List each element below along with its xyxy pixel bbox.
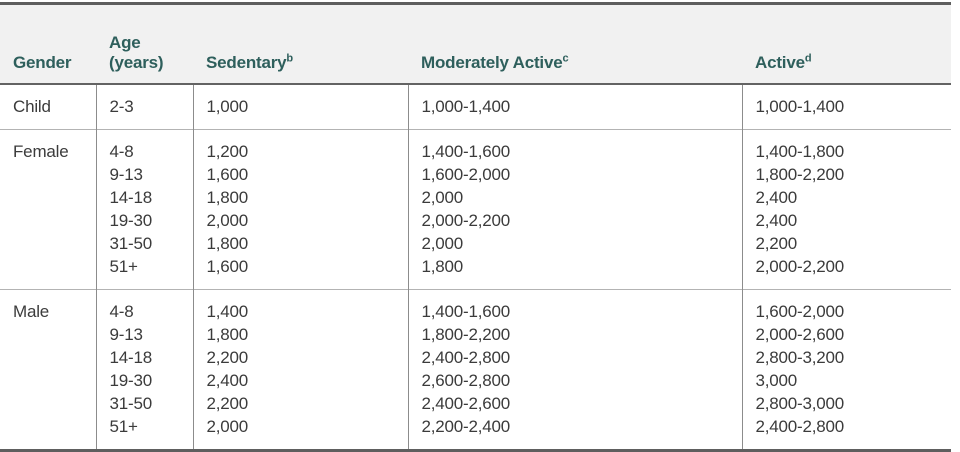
cell-line: 1,600 [206, 165, 249, 184]
cell-line: 9-13 [109, 165, 143, 184]
cell-line: 1,800 [421, 257, 464, 276]
cell-line: 2,000-2,200 [421, 211, 511, 230]
header-active-label: Active [755, 53, 805, 72]
cell-line: 2,200 [206, 394, 249, 413]
cell-line: 2,000 [206, 417, 249, 436]
cell-sedentary: 1,000 [192, 84, 408, 130]
cell-line: 19-30 [109, 371, 153, 390]
header-sedentary-footnote: b [286, 52, 293, 65]
cell-gender: Child [0, 84, 96, 130]
cell-active: 1,600-2,000 2,000-2,600 2,800-3,200 3,00… [741, 289, 951, 451]
gender-label: Male [13, 302, 50, 321]
cell-line: 51+ [109, 257, 138, 276]
cell-line: 2,600-2,800 [421, 371, 511, 390]
cell-line: 9-13 [109, 325, 143, 344]
header-gender: Gender [0, 3, 96, 85]
cell-moderately-active: 1,400-1,600 1,600-2,000 2,000 2,000-2,20… [407, 129, 742, 290]
cell-line: 1,400 [206, 302, 249, 321]
cell-sedentary: 1,400 1,800 2,200 2,400 2,200 2,000 [192, 289, 408, 451]
cell-line: 1,800 [206, 234, 249, 253]
table-body: Child 2-3 1,000 1,000-1,400 1,000-1,400 … [0, 84, 951, 451]
cell-gender: Male [0, 289, 96, 451]
cell-line: 3,000 [755, 371, 798, 390]
header-moderately-active-label: Moderately Active [421, 53, 563, 72]
cell-age: 4-8 9-13 14-18 19-30 31-50 51+ [95, 129, 193, 290]
cell-age: 4-8 9-13 14-18 19-30 31-50 51+ [95, 289, 193, 451]
cell-line: 1,800-2,200 [421, 325, 511, 344]
cell-line: 1,800 [206, 325, 249, 344]
cell-line: 2,000 [421, 234, 464, 253]
cell-line: 1,000-1,400 [755, 97, 845, 116]
cell-line: 31-50 [109, 394, 153, 413]
cell-line: 2,400 [755, 188, 798, 207]
cell-line: 1,600-2,000 [755, 302, 845, 321]
cell-line: 2,400 [206, 371, 249, 390]
header-sedentary-label: Sedentary [206, 53, 287, 72]
cell-line: 1,000-1,400 [421, 97, 511, 116]
cell-line: 2,000 [421, 188, 464, 207]
cell-line: 4-8 [109, 302, 134, 321]
header-moderately-active: Moderately Activec [408, 3, 742, 85]
cell-moderately-active: 1,000-1,400 [407, 84, 742, 130]
gender-label: Child [13, 97, 51, 116]
header-sedentary: Sedentaryb [193, 3, 408, 85]
cell-line: 2,400-2,800 [755, 417, 845, 436]
cell-line: 1,600-2,000 [421, 165, 511, 184]
header-age: Age (years) [96, 3, 193, 85]
cell-line: 1,000 [206, 97, 249, 116]
header-active: Actived [742, 3, 951, 85]
header-row: Gender Age (years) Sedentaryb Moderately… [0, 3, 951, 85]
header-age-line2: (years) [109, 53, 164, 72]
cell-line: 1,400-1,600 [421, 302, 511, 321]
cell-moderately-active: 1,400-1,600 1,800-2,200 2,400-2,800 2,60… [407, 289, 742, 451]
cell-line: 1,600 [206, 257, 249, 276]
header-active-footnote: d [804, 52, 812, 65]
cell-line: 14-18 [109, 188, 153, 207]
cell-line: 2,200 [206, 348, 249, 367]
cell-line: 1,200 [206, 142, 249, 161]
cell-line: 1,800-2,200 [755, 165, 845, 184]
table-row-female: Female 4-8 9-13 14-18 19-30 31-50 51+ 1,… [0, 129, 951, 290]
cell-line: 2,400-2,800 [421, 348, 511, 367]
cell-line: 51+ [109, 417, 138, 436]
gender-label: Female [13, 142, 69, 161]
cell-line: 2,000 [206, 211, 249, 230]
cell-age: 2-3 [95, 84, 193, 130]
cell-line: 14-18 [109, 348, 153, 367]
header-gender-label: Gender [13, 53, 72, 72]
cell-line: 2,000-2,200 [755, 257, 845, 276]
table-header: Gender Age (years) Sedentaryb Moderately… [0, 3, 951, 85]
cell-line: 2,800-3,200 [755, 348, 845, 367]
cell-line: 1,400-1,800 [755, 142, 845, 161]
header-moderately-active-footnote: c [562, 52, 569, 65]
cell-line: 4-8 [109, 142, 134, 161]
cell-line: 1,800 [206, 188, 249, 207]
cell-line: 2,400 [755, 211, 798, 230]
cell-line: 19-30 [109, 211, 153, 230]
table-row-child: Child 2-3 1,000 1,000-1,400 1,000-1,400 [0, 84, 951, 130]
cell-line: 2,800-3,000 [755, 394, 845, 413]
cell-line: 31-50 [109, 234, 153, 253]
cell-line: 2-3 [109, 97, 134, 116]
cell-active: 1,000-1,400 [741, 84, 951, 130]
table-row-male: Male 4-8 9-13 14-18 19-30 31-50 51+ 1,40… [0, 289, 951, 451]
header-age-line1: Age [109, 33, 141, 52]
cell-line: 1,400-1,600 [421, 142, 511, 161]
cell-line: 2,400-2,600 [421, 394, 511, 413]
cell-gender: Female [0, 129, 96, 290]
cell-sedentary: 1,200 1,600 1,800 2,000 1,800 1,600 [192, 129, 408, 290]
cell-line: 2,200 [755, 234, 798, 253]
cell-line: 2,000-2,600 [755, 325, 845, 344]
cell-active: 1,400-1,800 1,800-2,200 2,400 2,400 2,20… [741, 129, 951, 290]
cell-line: 2,200-2,400 [421, 417, 511, 436]
